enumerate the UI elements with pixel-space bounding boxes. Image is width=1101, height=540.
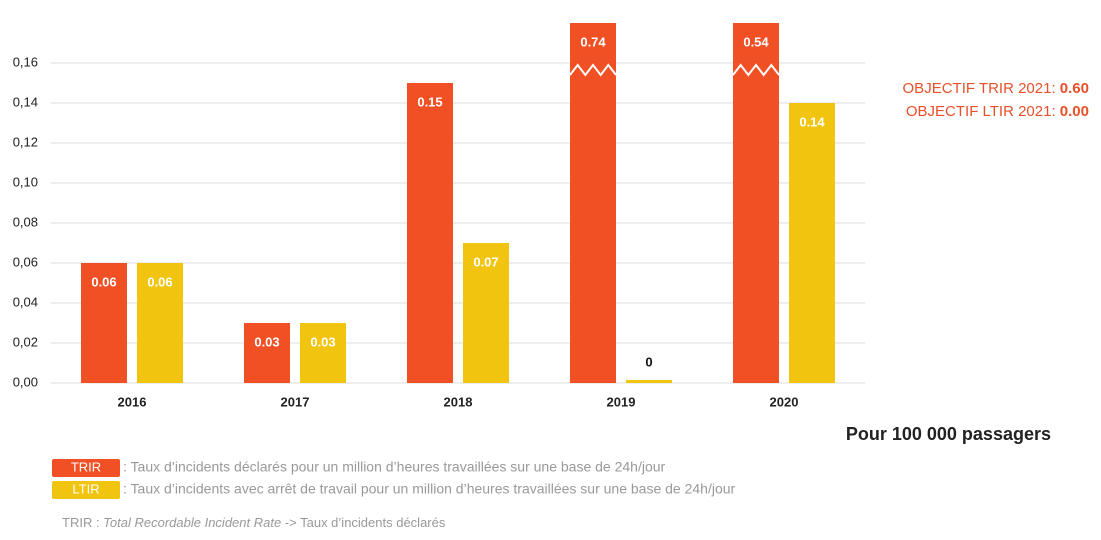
axis-break (569, 63, 617, 77)
bar (81, 263, 127, 383)
y-tick-label: 0,14 (13, 94, 38, 109)
footnote-part: Total Recordable Incident Rate (103, 515, 281, 530)
footnote: TRIR : Total Recordable Incident Rate ->… (62, 515, 446, 530)
unit-note: Pour 100 000 passagers (846, 424, 1051, 444)
y-tick-label: 0,06 (13, 254, 38, 269)
value-label: 0.54 (743, 34, 769, 49)
y-tick-label: 0,04 (13, 294, 38, 309)
bars (81, 23, 835, 383)
value-label: 0.03 (310, 334, 335, 349)
legend-description: : Taux d’incidents déclarés pour un mill… (123, 459, 666, 475)
bar (463, 243, 509, 383)
x-tick-label: 2020 (770, 394, 799, 409)
legend-swatch (52, 481, 120, 499)
x-tick-label: 2016 (118, 394, 147, 409)
y-tick-label: 0,10 (13, 174, 38, 189)
annotation-value: 0.60 (1060, 80, 1089, 97)
y-tick-label: 0,02 (13, 334, 38, 349)
annotation-text: OBJECTIF LTIR 2021: (906, 103, 1056, 120)
axis-break (732, 63, 780, 77)
annotation-text: OBJECTIF TRIR 2021: (903, 80, 1056, 97)
x-tick-label: 2019 (607, 394, 636, 409)
legend-swatch (52, 459, 120, 477)
annotation: OBJECTIF LTIR 2021: 0.00 (906, 103, 1089, 120)
legend-description: : Taux d’incidents avec arrêt de travail… (123, 481, 736, 497)
value-label: 0.06 (91, 274, 116, 289)
footnote-part: -> Taux d’incidents déclarés (281, 515, 446, 530)
value-label: 0.06 (147, 274, 172, 289)
x-tick-label: 2018 (444, 394, 473, 409)
annotation: OBJECTIF TRIR 2021: 0.60 (903, 80, 1089, 97)
legend-label: LTIR (72, 481, 99, 496)
value-label: 0.14 (799, 114, 825, 129)
bar (733, 23, 779, 383)
y-tick-label: 0,16 (13, 54, 38, 69)
legend-label: TRIR (71, 459, 101, 474)
bar (300, 323, 346, 383)
value-label: 0.15 (417, 94, 442, 109)
y-tick-label: 0,08 (13, 214, 38, 229)
bar (626, 380, 672, 383)
bar (244, 323, 290, 383)
bar (137, 263, 183, 383)
value-label: 0.07 (473, 254, 498, 269)
bar (570, 23, 616, 383)
bar (789, 103, 835, 383)
footnote-part: TRIR : (62, 515, 103, 530)
bar (407, 83, 453, 383)
y-tick-label: 0,12 (13, 134, 38, 149)
annotation-value: 0.00 (1060, 103, 1089, 120)
value-label: 0.74 (580, 34, 606, 49)
value-label: 0.03 (254, 334, 279, 349)
value-label: 0 (645, 354, 652, 369)
y-tick-label: 0,00 (13, 374, 38, 389)
x-tick-label: 2017 (281, 394, 310, 409)
